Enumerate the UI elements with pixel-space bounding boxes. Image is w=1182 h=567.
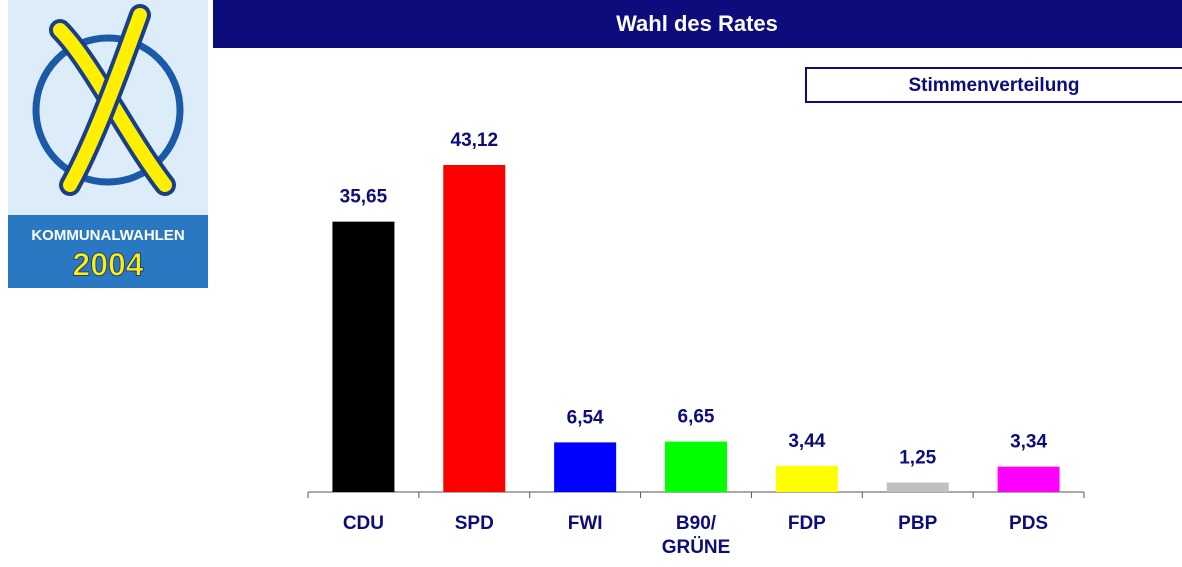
- subtitle-box: [805, 67, 1182, 103]
- value-label: 35,65: [340, 187, 388, 208]
- x-tick-label: SPD: [455, 513, 494, 534]
- value-label: 43,12: [451, 130, 499, 151]
- logo-stroke: [63, 8, 147, 192]
- value-label: 1,25: [899, 448, 936, 469]
- x-tick-label: FDP: [788, 513, 826, 534]
- value-label: 3,34: [1010, 432, 1047, 453]
- chart-title: Wahl des Rates: [616, 11, 778, 36]
- bar: [332, 221, 395, 492]
- logo-band: [8, 215, 208, 288]
- title-bar: [213, 0, 1182, 48]
- logo: KOMMUNALWAHLEN 2004: [8, 0, 208, 288]
- x-tick-label: CDU: [343, 513, 384, 534]
- x-tick-label-line: GRÜNE: [662, 537, 731, 558]
- logo-caption: KOMMUNALWAHLEN: [31, 227, 184, 244]
- value-label: 3,44: [788, 431, 825, 452]
- logo-year: 2004: [72, 246, 143, 282]
- x-tick-label: FWI: [568, 513, 603, 534]
- bar: [997, 466, 1060, 492]
- x-tick-label: PDS: [1009, 513, 1048, 534]
- bar: [775, 465, 838, 492]
- x-tick-label: PBP: [898, 513, 937, 534]
- bar: [665, 441, 727, 492]
- x-tick-label: B90/GRÜNE: [662, 513, 731, 558]
- x-tick-label-line: B90/: [676, 513, 717, 534]
- chart-subtitle: Stimmenverteilung: [908, 75, 1079, 96]
- bar: [443, 165, 506, 492]
- value-label: 6,54: [567, 407, 604, 428]
- bar: [886, 482, 949, 492]
- bar: [554, 442, 617, 492]
- value-label: 6,65: [678, 407, 715, 428]
- logo-circle: [32, 34, 184, 186]
